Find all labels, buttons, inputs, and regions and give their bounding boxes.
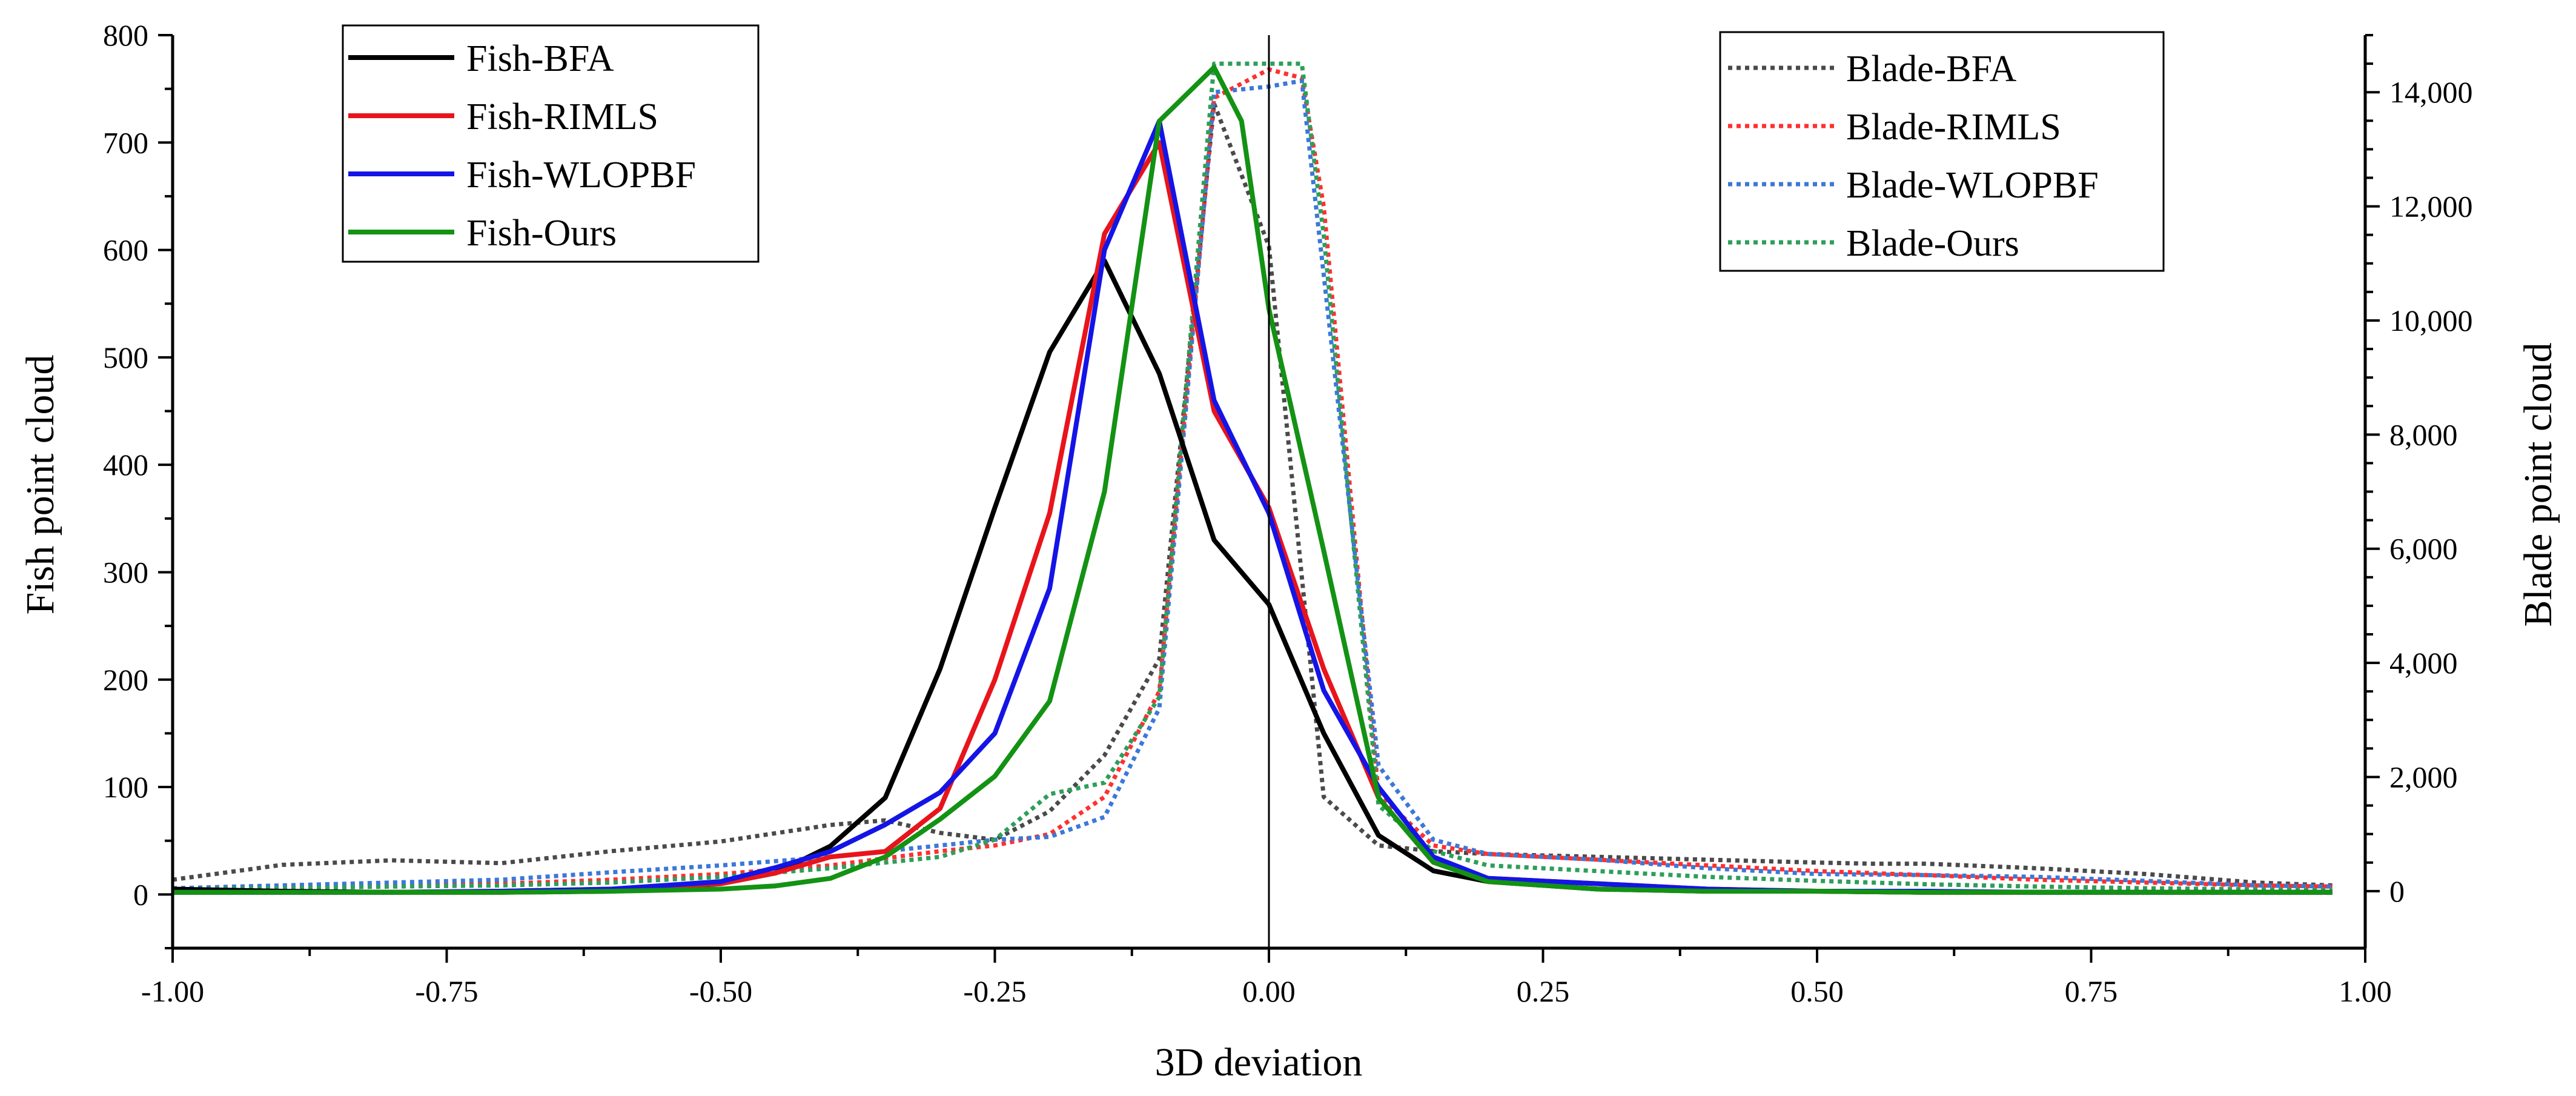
- y-left-tick-label: 700: [103, 125, 148, 159]
- x-axis-title: 3D deviation: [1155, 1040, 1363, 1084]
- y-left-tick-label: 200: [103, 663, 148, 697]
- legend-label-fish-rimls: Fish-RIMLS: [466, 96, 658, 138]
- x-tick-label: -1.00: [141, 974, 204, 1008]
- y-left-tick-label: 500: [103, 340, 148, 374]
- legend-blade: Blade-BFA Blade-RIMLS Blade-WLOPBF Blade-Ou…: [1719, 31, 2165, 272]
- legend-label-fish-wlopbf: Fish-WLOPBF: [466, 154, 696, 196]
- y-left-tick-label: 100: [103, 770, 148, 804]
- series-line-fish-ours: [173, 65, 2333, 895]
- legend-label-fish-ours: Fish-Ours: [466, 213, 617, 254]
- legend-fish-frame: [342, 24, 760, 263]
- y-right-tick-label: 10,000: [2389, 304, 2473, 337]
- legend-label-blade-wlopbf: Blade-WLOPBF: [1846, 165, 2099, 206]
- ticks: -1.00 -0.75 -0.50 -0.25 0.00 0.25 0.50 0.75 1.00…: [103, 18, 2473, 1008]
- y-right-tick-label: 8,000: [2389, 417, 2458, 451]
- x-tick-label: -0.25: [963, 974, 1026, 1008]
- y-right-tick-label: 14,000: [2389, 75, 2473, 109]
- y-left-tick-label: 800: [103, 18, 148, 52]
- y-left-tick-label: 0: [133, 877, 148, 911]
- y-right-axis-title: Blade point cloud: [2516, 342, 2560, 626]
- y-right-tick-label: 2,000: [2389, 760, 2458, 794]
- legend-label-blade-rimls: Blade-RIMLS: [1846, 107, 2061, 148]
- y-left-axis-title: Fish point cloud: [18, 354, 62, 614]
- series-line-blade-ours: [172, 61, 2333, 892]
- y-left-tick-label: 400: [103, 448, 148, 482]
- x-tick-label: 0.75: [2065, 974, 2118, 1008]
- y-right-tick-label: 0: [2389, 874, 2405, 908]
- legend-label-fish-bfa: Fish-BFA: [466, 38, 614, 79]
- y-right-tick-label: 12,000: [2389, 190, 2473, 224]
- y-right-tick-label: 6,000: [2389, 532, 2458, 566]
- x-tick-label: 0.00: [1242, 974, 1296, 1008]
- y-right-tick-label: 4,000: [2389, 646, 2458, 680]
- legend-label-blade-bfa: Blade-BFA: [1846, 48, 2016, 90]
- y-left-tick-label: 600: [103, 233, 148, 267]
- series-line-blade-bfa: [172, 101, 2333, 888]
- x-tick-label: 0.25: [1517, 974, 1570, 1008]
- y-left-tick-label: 300: [103, 555, 148, 589]
- legend-fish: Fish-BFA Fish-RIMLS Fish-WLOPBF Fish-Ours: [342, 24, 760, 263]
- x-tick-label: -0.50: [689, 974, 752, 1008]
- legend-label-blade-ours: Blade-Ours: [1846, 223, 2019, 264]
- legend-blade-frame: [1719, 31, 2165, 272]
- x-tick-label: 0.50: [1790, 974, 1844, 1008]
- x-tick-label: 1.00: [2339, 974, 2392, 1008]
- x-tick-label: -0.75: [415, 974, 478, 1008]
